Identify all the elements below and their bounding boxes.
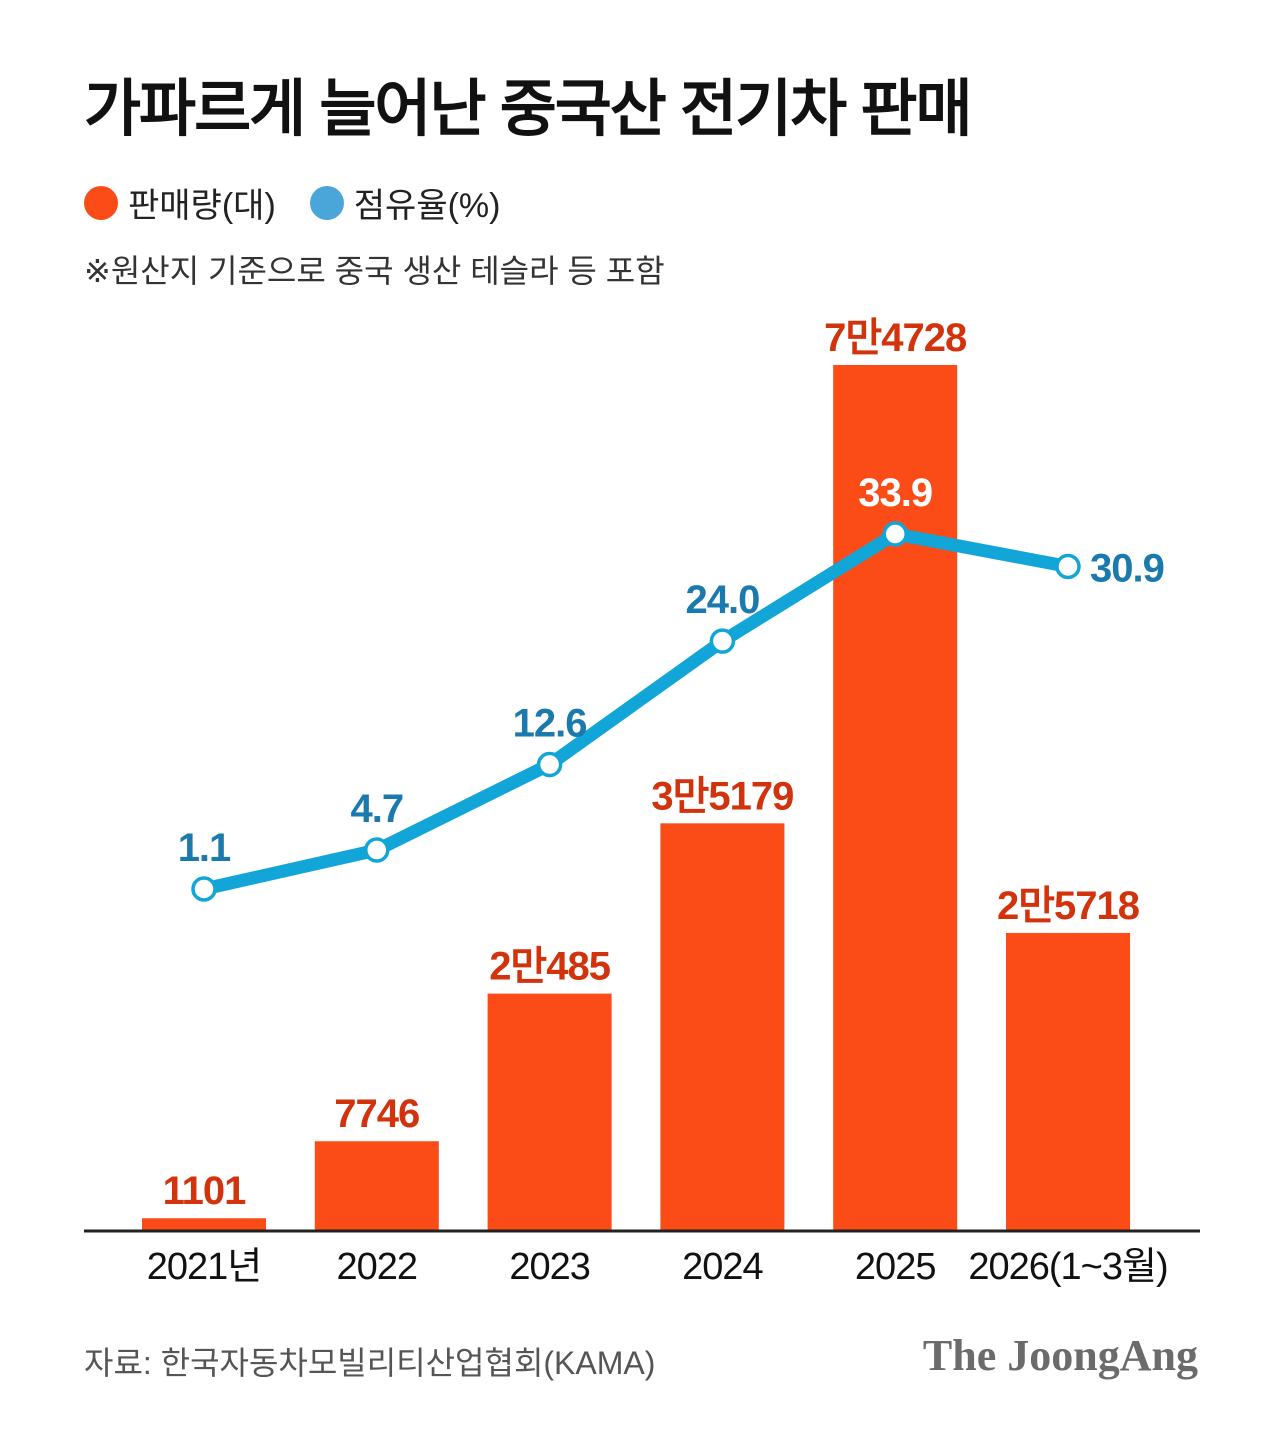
share-label-1: 4.7 [350,787,403,831]
x-tick-label-4: 2025 [855,1246,936,1288]
bar-1 [314,1141,439,1231]
share-line [197,527,1075,896]
share-label-2: 12.6 [513,702,587,746]
bar-label-1: 7746 [334,1092,419,1136]
chart-note: ※원산지 기준으로 중국 생산 테슬라 등 포함 [84,253,665,289]
share-point-3 [709,628,736,654]
bar-4 [833,365,958,1231]
legend-share-label: 점유율(%) [353,187,501,225]
x-tick-label-5: 2026(1~3월) [968,1246,1167,1288]
share-point-2 [536,751,563,778]
share-label-0: 1.1 [178,826,231,870]
source-credit: 자료: 한국자동차모빌리티산업협회(KAMA) [84,1345,656,1381]
share-label-3: 24.0 [685,578,759,622]
legend-sales-swatch [84,185,118,220]
brand-logo: The JoongAng [922,1331,1198,1380]
x-tick-label-2: 2023 [509,1246,590,1288]
bar-label-4: 7만4728 [824,316,967,360]
bar-5 [1006,932,1130,1231]
share-point-1 [364,837,390,863]
legend-share-swatch [309,185,344,220]
legend-sales-label: 판매량(대) [128,187,276,225]
share-point-4 [882,521,908,547]
x-tick-label-0: 2021년 [147,1246,262,1288]
bar-label-3: 3만5179 [651,774,793,818]
bar-3 [660,823,785,1231]
bar-label-5: 2만5718 [997,884,1140,928]
share-point-0 [191,876,217,902]
x-tick-label-1: 2022 [337,1246,418,1288]
legend-item-sales: 판매량(대) [84,178,276,227]
bar-label-0: 1101 [163,1169,247,1213]
share-point-5 [1055,553,1081,580]
share-label-5: 30.9 [1090,546,1164,590]
x-tick-label-3: 2024 [682,1246,763,1288]
bar-label-2: 2만485 [489,945,611,989]
share-label-4: 33.9 [858,471,932,515]
bar-0 [142,1218,266,1231]
legend-item-share: 점유율(%) [309,178,501,227]
chart-title: 가파르게 늘어난 중국산 전기차 판매 [84,75,973,144]
legend: 판매량(대) 점유율(%) [84,178,534,227]
bar-2 [487,993,612,1231]
